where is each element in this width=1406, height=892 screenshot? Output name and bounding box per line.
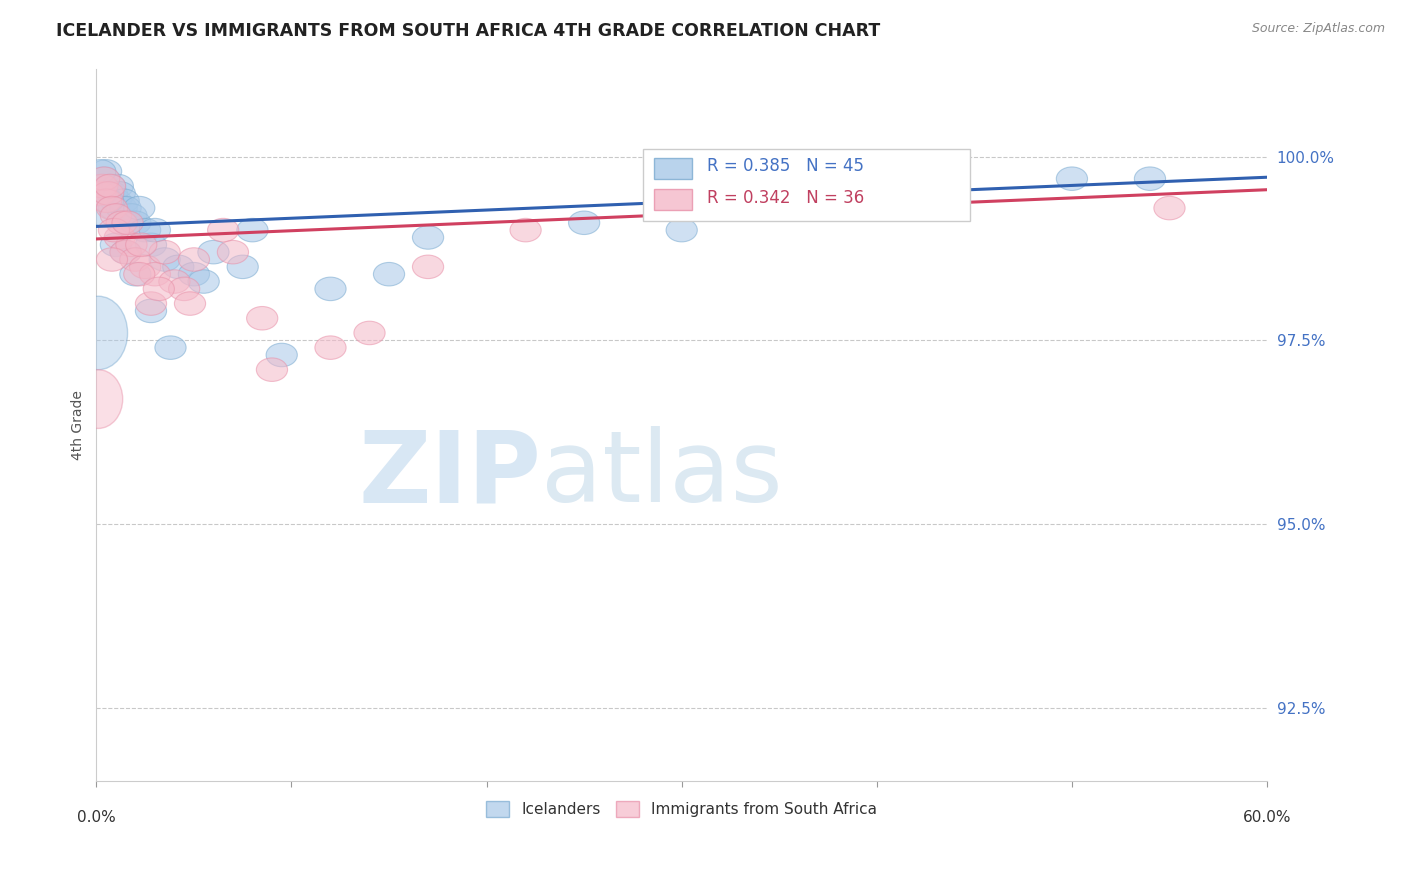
- Ellipse shape: [90, 160, 122, 183]
- Ellipse shape: [98, 219, 129, 242]
- Ellipse shape: [90, 203, 122, 227]
- Ellipse shape: [568, 211, 600, 235]
- Ellipse shape: [256, 358, 288, 382]
- Ellipse shape: [93, 182, 124, 205]
- Ellipse shape: [155, 336, 186, 359]
- Ellipse shape: [110, 241, 141, 264]
- Ellipse shape: [412, 226, 444, 249]
- Ellipse shape: [159, 269, 190, 293]
- Text: R = 0.385   N = 45: R = 0.385 N = 45: [707, 157, 865, 176]
- Ellipse shape: [169, 277, 200, 301]
- Ellipse shape: [103, 174, 134, 198]
- Ellipse shape: [94, 174, 125, 198]
- Ellipse shape: [143, 277, 174, 301]
- Bar: [654, 188, 692, 210]
- Ellipse shape: [1056, 167, 1087, 191]
- Ellipse shape: [163, 255, 194, 278]
- Ellipse shape: [139, 219, 170, 242]
- Ellipse shape: [100, 233, 132, 257]
- Ellipse shape: [87, 174, 118, 198]
- Ellipse shape: [84, 160, 115, 183]
- Ellipse shape: [93, 182, 124, 205]
- Ellipse shape: [112, 211, 143, 235]
- Ellipse shape: [218, 241, 249, 264]
- Ellipse shape: [98, 196, 129, 219]
- Ellipse shape: [354, 321, 385, 344]
- Ellipse shape: [124, 262, 155, 286]
- Ellipse shape: [100, 203, 132, 227]
- Ellipse shape: [510, 219, 541, 242]
- Text: 0.0%: 0.0%: [77, 810, 115, 824]
- Ellipse shape: [69, 296, 128, 369]
- Text: ZIP: ZIP: [359, 426, 541, 523]
- Ellipse shape: [315, 336, 346, 359]
- Ellipse shape: [179, 262, 209, 286]
- Ellipse shape: [90, 189, 122, 212]
- Ellipse shape: [763, 196, 794, 219]
- Ellipse shape: [129, 255, 160, 278]
- Ellipse shape: [97, 196, 128, 219]
- Ellipse shape: [93, 189, 124, 212]
- Ellipse shape: [939, 174, 970, 198]
- FancyBboxPatch shape: [643, 149, 970, 220]
- Ellipse shape: [110, 196, 141, 219]
- Text: atlas: atlas: [541, 426, 783, 523]
- Ellipse shape: [374, 262, 405, 286]
- Text: Source: ZipAtlas.com: Source: ZipAtlas.com: [1251, 22, 1385, 36]
- Ellipse shape: [87, 174, 118, 198]
- Ellipse shape: [1154, 196, 1185, 219]
- Ellipse shape: [115, 233, 148, 257]
- Ellipse shape: [246, 307, 278, 330]
- Ellipse shape: [208, 219, 239, 242]
- Ellipse shape: [104, 226, 135, 249]
- Ellipse shape: [188, 269, 219, 293]
- Ellipse shape: [179, 248, 209, 271]
- Ellipse shape: [149, 241, 180, 264]
- Ellipse shape: [120, 211, 150, 235]
- Ellipse shape: [139, 262, 170, 286]
- Ellipse shape: [315, 277, 346, 301]
- Ellipse shape: [135, 233, 166, 257]
- Ellipse shape: [174, 292, 205, 315]
- Ellipse shape: [84, 182, 115, 205]
- Text: 60.0%: 60.0%: [1243, 810, 1291, 824]
- Legend: Icelanders, Immigrants from South Africa: Icelanders, Immigrants from South Africa: [479, 795, 883, 823]
- Ellipse shape: [108, 189, 139, 212]
- Ellipse shape: [89, 167, 120, 191]
- Ellipse shape: [97, 182, 128, 205]
- Ellipse shape: [75, 369, 122, 428]
- Y-axis label: 4th Grade: 4th Grade: [72, 390, 86, 459]
- Ellipse shape: [89, 167, 120, 191]
- Ellipse shape: [112, 211, 143, 235]
- Ellipse shape: [198, 241, 229, 264]
- Ellipse shape: [125, 233, 157, 257]
- Ellipse shape: [104, 182, 135, 205]
- Ellipse shape: [94, 174, 125, 198]
- Ellipse shape: [105, 196, 138, 219]
- Ellipse shape: [149, 248, 180, 271]
- Ellipse shape: [1135, 167, 1166, 191]
- Ellipse shape: [97, 248, 128, 271]
- Ellipse shape: [412, 255, 444, 278]
- Ellipse shape: [105, 211, 138, 235]
- Ellipse shape: [135, 292, 166, 315]
- Ellipse shape: [666, 219, 697, 242]
- Ellipse shape: [110, 241, 141, 264]
- Text: ICELANDER VS IMMIGRANTS FROM SOUTH AFRICA 4TH GRADE CORRELATION CHART: ICELANDER VS IMMIGRANTS FROM SOUTH AFRIC…: [56, 22, 880, 40]
- Ellipse shape: [120, 262, 150, 286]
- Ellipse shape: [124, 196, 155, 219]
- Ellipse shape: [120, 248, 150, 271]
- Ellipse shape: [129, 219, 160, 242]
- Ellipse shape: [100, 189, 132, 212]
- Ellipse shape: [236, 219, 269, 242]
- Bar: [654, 158, 692, 179]
- Ellipse shape: [115, 203, 148, 227]
- Ellipse shape: [266, 343, 297, 367]
- Ellipse shape: [135, 299, 166, 323]
- Text: R = 0.342   N = 36: R = 0.342 N = 36: [707, 189, 865, 207]
- Ellipse shape: [228, 255, 259, 278]
